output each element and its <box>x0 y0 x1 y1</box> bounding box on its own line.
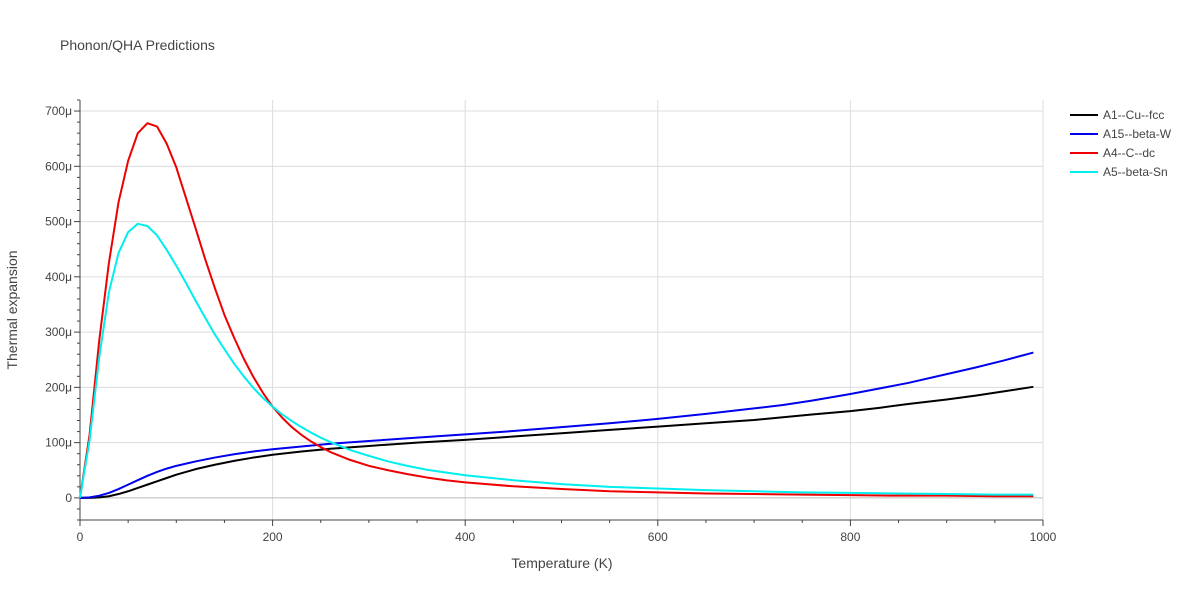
legend-item[interactable]: A5--beta-Sn <box>1070 165 1168 179</box>
series-line-a4-c-dc <box>79 122 1034 499</box>
x-tick-label: 1000 <box>1030 530 1057 544</box>
legend[interactable]: A1--Cu--fcc A15--beta-W A4--C--dc A5--beta-… <box>1070 108 1172 179</box>
grid-layer <box>80 100 1044 520</box>
legend-label: A1--Cu--fcc <box>1103 108 1164 122</box>
axes-layer: 0 200 400 600 800 1000 0 100μ 200μ 300μ 400μ 500μ 60… <box>45 99 1057 544</box>
legend-item[interactable]: A4--C--dc <box>1070 146 1155 160</box>
x-tick-label: 200 <box>263 530 283 544</box>
y-axis-title: Thermal expansion <box>4 250 20 369</box>
legend-item[interactable]: A1--Cu--fcc <box>1070 108 1164 122</box>
legend-label: A5--beta-Sn <box>1103 165 1168 179</box>
y-tick-label: 0 <box>65 491 72 505</box>
y-tick-label: 700μ <box>45 104 72 118</box>
x-tick-label: 0 <box>77 530 84 544</box>
x-tick-label: 400 <box>455 530 475 544</box>
legend-label: A15--beta-W <box>1103 127 1172 141</box>
y-tick-label: 300μ <box>45 325 72 339</box>
y-tick-label: 600μ <box>45 159 72 173</box>
x-axis-title: Temperature (K) <box>511 555 612 571</box>
series-line-a5-beta-sn <box>79 222 1034 499</box>
series-line-a15-beta-w <box>79 351 1034 499</box>
series-line-a1-cu-fcc <box>80 385 1034 499</box>
legend-label: A4--C--dc <box>1103 146 1155 160</box>
y-tick-label: 500μ <box>45 215 72 229</box>
series-layer <box>79 122 1034 499</box>
x-tick-label: 800 <box>840 530 860 544</box>
legend-item[interactable]: A15--beta-W <box>1070 127 1172 141</box>
chart-title: Phonon/QHA Predictions <box>60 37 215 53</box>
y-tick-label: 200μ <box>45 380 72 394</box>
y-tick-label: 100μ <box>45 436 72 450</box>
x-tick-label: 600 <box>648 530 668 544</box>
y-tick-label: 400μ <box>45 270 72 284</box>
